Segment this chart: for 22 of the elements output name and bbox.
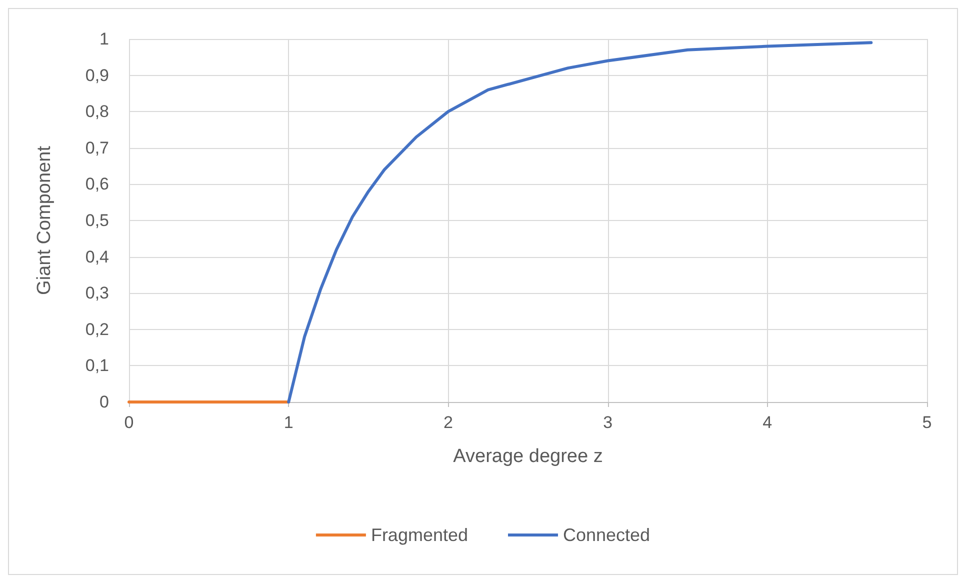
y-tick-label: 0,6 (85, 174, 109, 194)
x-tick-label: 2 (443, 413, 453, 432)
x-tick-label: 4 (762, 413, 772, 432)
y-tick-label: 0 (100, 392, 109, 412)
y-tick-label: 0,5 (85, 211, 109, 230)
y-tick-label: 1 (100, 30, 109, 48)
y-tick-label: 0,7 (85, 138, 109, 158)
y-tick-label: 0,9 (85, 66, 109, 85)
x-axis-title: Average degree z (453, 446, 603, 467)
x-tick-label: 3 (603, 413, 613, 432)
x-tick-label: 1 (284, 413, 294, 432)
legend-label: Fragmented (370, 525, 468, 545)
line-series (287, 41, 873, 404)
y-tick-label: 0,2 (85, 320, 109, 339)
y-tick-label: 0,1 (85, 356, 109, 376)
y-tick-label: 0,8 (85, 102, 109, 122)
y-axis-title: Giant Component (34, 145, 55, 295)
legend-label: Connected (562, 525, 650, 545)
x-tick-label: 0 (124, 413, 134, 432)
x-tick-label: 5 (922, 413, 932, 432)
y-tick-label: 0,4 (85, 247, 109, 266)
y-tick-label: 0,3 (85, 284, 109, 303)
